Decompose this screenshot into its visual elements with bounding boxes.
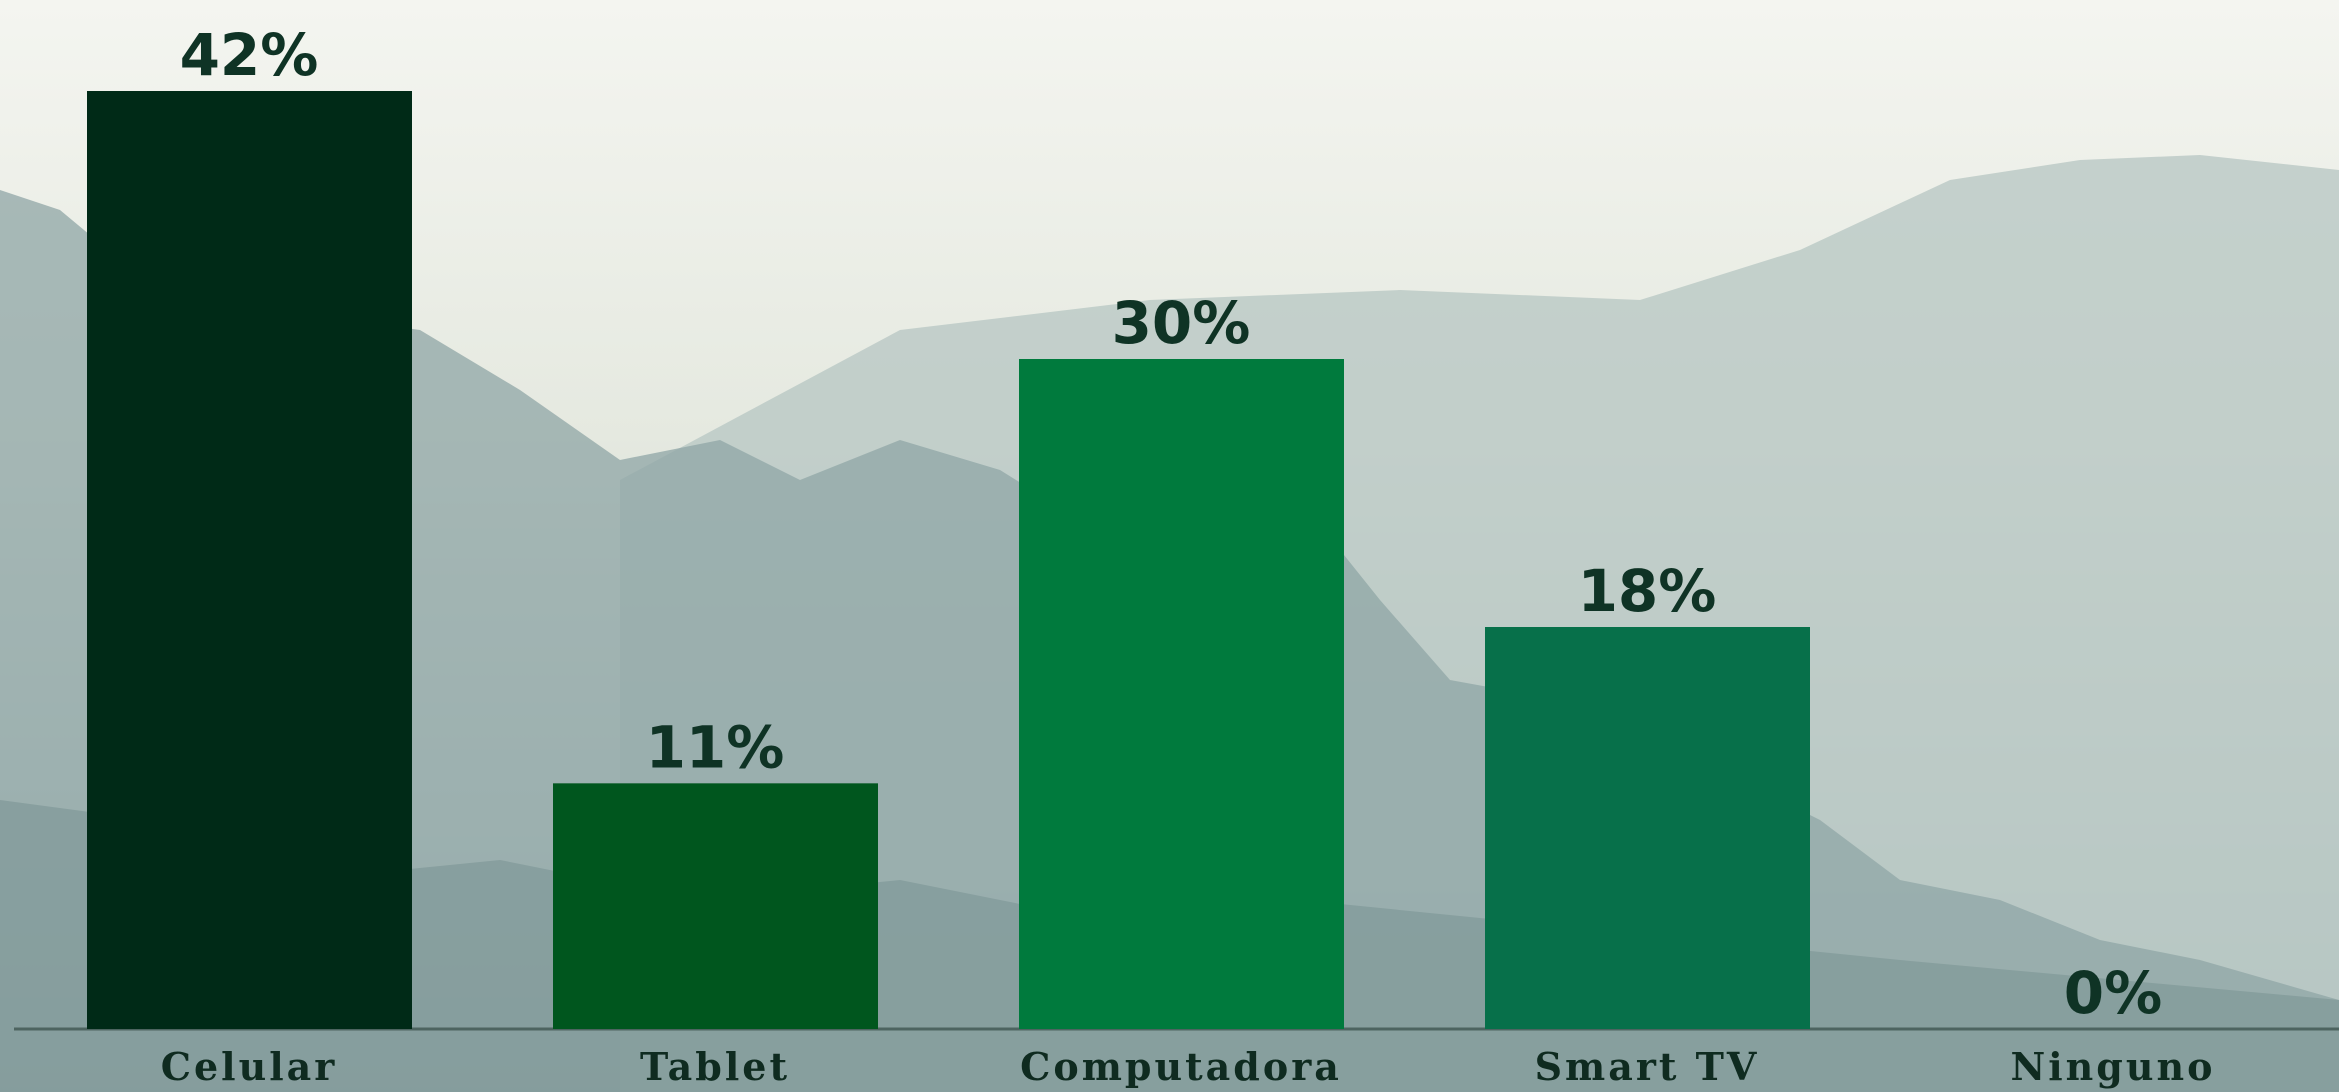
bar [87,91,412,1029]
page: 42% Celular 11% Tablet 30% Computadora 18% Smar… [0,0,2339,1092]
value-label: 11% [646,713,785,781]
value-label: 42% [180,21,319,89]
x-tick-label: Ninguno [2011,1044,2216,1089]
x-tick-label: Computadora [1020,1044,1342,1089]
value-label: 30% [1112,289,1251,357]
chart: 42% Celular 11% Tablet 30% Computadora 18% Smar… [0,0,2339,1092]
x-tick-label: Tablet [640,1044,790,1089]
x-tick-label: Smart TV [1535,1044,1760,1089]
bar [1485,627,1810,1029]
bar [553,783,878,1029]
x-tick-label: Celular [161,1044,338,1089]
value-label: 0% [2064,959,2162,1027]
bar [1019,359,1344,1029]
value-label: 18% [1578,557,1717,625]
